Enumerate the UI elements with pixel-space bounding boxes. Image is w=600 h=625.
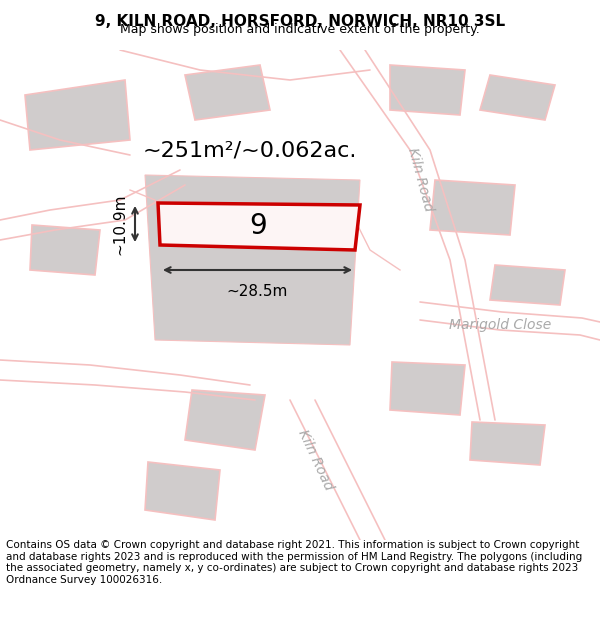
Polygon shape [30, 225, 100, 275]
Text: Contains OS data © Crown copyright and database right 2021. This information is : Contains OS data © Crown copyright and d… [6, 540, 582, 585]
Polygon shape [185, 65, 270, 120]
Text: Kiln Road: Kiln Road [295, 428, 335, 493]
Text: ~28.5m: ~28.5m [227, 284, 288, 299]
Polygon shape [145, 462, 220, 520]
Text: ~251m²/~0.062ac.: ~251m²/~0.062ac. [143, 140, 357, 160]
Polygon shape [145, 175, 360, 345]
Text: Map shows position and indicative extent of the property.: Map shows position and indicative extent… [120, 23, 480, 36]
Polygon shape [480, 75, 555, 120]
Polygon shape [185, 390, 265, 450]
Text: 9: 9 [250, 212, 267, 240]
Polygon shape [390, 65, 465, 115]
Polygon shape [158, 203, 360, 250]
Text: Kiln Road: Kiln Road [405, 147, 435, 213]
Text: ~10.9m: ~10.9m [112, 193, 127, 255]
Polygon shape [470, 422, 545, 465]
Polygon shape [25, 80, 130, 150]
Polygon shape [390, 362, 465, 415]
Polygon shape [490, 265, 565, 305]
Text: 9, KILN ROAD, HORSFORD, NORWICH, NR10 3SL: 9, KILN ROAD, HORSFORD, NORWICH, NR10 3S… [95, 14, 505, 29]
Polygon shape [430, 180, 515, 235]
Text: Marigold Close: Marigold Close [449, 318, 551, 332]
